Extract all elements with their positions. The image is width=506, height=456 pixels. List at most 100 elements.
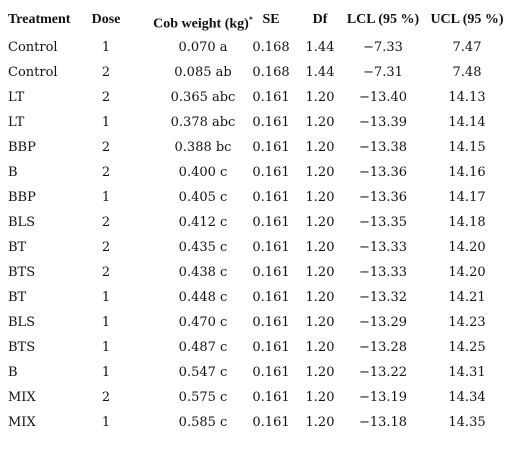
table-cell: 1.20 — [305, 265, 335, 280]
table-cell: 0.161 — [252, 90, 290, 105]
table-cell: 2 — [101, 140, 111, 155]
table-cell: 1 — [101, 115, 111, 130]
table-cell: 0.400 c — [178, 165, 228, 180]
table-cell: BT — [8, 240, 27, 255]
table-cell: 14.14 — [448, 115, 486, 130]
table-cell: 14.20 — [448, 265, 486, 280]
table-cell: 0.412 c — [178, 215, 228, 230]
table-cell: BTS — [8, 340, 36, 355]
table-cell: −13.36 — [358, 190, 408, 205]
table-cell: MIX — [8, 415, 36, 430]
table-cell: 0.575 c — [178, 390, 228, 405]
header-cell: LCL (95 %) — [346, 12, 420, 27]
table-cell: 0.161 — [252, 265, 290, 280]
table-cell: 0.161 — [252, 290, 290, 305]
table-cell: BBP — [8, 140, 36, 155]
table-cell: MIX — [8, 390, 36, 405]
table-cell: 2 — [101, 90, 111, 105]
table-cell: 14.13 — [448, 90, 486, 105]
table-cell: 0.161 — [252, 415, 290, 430]
table-cell: 2 — [101, 215, 111, 230]
table-cell: 0.487 c — [178, 340, 228, 355]
table-cell: 14.16 — [448, 165, 486, 180]
table-cell: LT — [8, 115, 25, 130]
header-cell: Df — [312, 12, 328, 27]
table-cell: −13.18 — [358, 415, 408, 430]
table-cell: 2 — [101, 265, 111, 280]
table-cell: 0.085 ab — [174, 65, 232, 80]
header-cell: SE — [262, 12, 280, 27]
table-cell: 1.20 — [305, 165, 335, 180]
table-cell: 1 — [101, 340, 111, 355]
table-cell: −13.38 — [358, 140, 408, 155]
table-cell: 2 — [101, 65, 111, 80]
table-cell: 14.31 — [448, 365, 486, 380]
header-cell: Cob weight (kg)* — [153, 15, 253, 32]
table-cell: B — [8, 165, 18, 180]
table-cell: 7.48 — [452, 65, 482, 80]
table-cell: 0.161 — [252, 190, 290, 205]
table-cell: 1 — [101, 190, 111, 205]
table-cell: BTS — [8, 265, 36, 280]
table-cell: 1.20 — [305, 140, 335, 155]
table-cell: 1.44 — [305, 65, 335, 80]
table-cell: −13.36 — [358, 165, 408, 180]
table-cell: 0.585 c — [178, 415, 228, 430]
header-cell: UCL (95 %) — [430, 12, 504, 27]
table-cell: 1.20 — [305, 90, 335, 105]
table-cell: B — [8, 365, 18, 380]
table-cell: 14.20 — [448, 240, 486, 255]
table-cell: BBP — [8, 190, 36, 205]
table-cell: 2 — [101, 165, 111, 180]
table-cell: 0.365 abc — [170, 90, 236, 105]
table-cell: 0.161 — [252, 390, 290, 405]
table-cell: 2 — [101, 390, 111, 405]
table-cell: 1 — [101, 365, 111, 380]
table-cell: 0.168 — [252, 40, 290, 55]
table-cell: LT — [8, 90, 25, 105]
table-cell: Control — [8, 40, 58, 55]
table-cell: 1.20 — [305, 315, 335, 330]
table-cell: 14.25 — [448, 340, 486, 355]
table-cell: −13.29 — [358, 315, 408, 330]
header-cell: Treatment — [8, 12, 71, 27]
table-cell: 1 — [101, 415, 111, 430]
table-cell: 0.448 c — [178, 290, 228, 305]
table-cell: 14.18 — [448, 215, 486, 230]
table-cell: 0.161 — [252, 340, 290, 355]
table-cell: 14.34 — [448, 390, 486, 405]
table-cell: Control — [8, 65, 58, 80]
table-cell: 1.20 — [305, 365, 335, 380]
table-cell: 1 — [101, 40, 111, 55]
table-cell: 1.20 — [305, 115, 335, 130]
table-cell: BLS — [8, 215, 36, 230]
table-cell: BT — [8, 290, 27, 305]
table-cell: −13.32 — [358, 290, 408, 305]
table-cell: −13.28 — [358, 340, 408, 355]
table-cell: 1.20 — [305, 290, 335, 305]
table-cell: −7.33 — [363, 40, 403, 55]
table-cell: 0.435 c — [178, 240, 228, 255]
table-cell: −13.35 — [358, 215, 408, 230]
table-cell: 0.161 — [252, 165, 290, 180]
table-cell: 0.388 bc — [174, 140, 232, 155]
table-cell: 0.168 — [252, 65, 290, 80]
table-cell: −13.19 — [358, 390, 408, 405]
table-cell: 1.20 — [305, 415, 335, 430]
table-cell: 14.15 — [448, 140, 486, 155]
table-cell: 14.21 — [448, 290, 486, 305]
table-cell: BLS — [8, 315, 36, 330]
table-cell: 0.161 — [252, 140, 290, 155]
table-cell: 1 — [101, 290, 111, 305]
table-cell: 0.161 — [252, 240, 290, 255]
table-cell: 1.20 — [305, 215, 335, 230]
table-cell: 0.470 c — [178, 315, 228, 330]
table-cell: 0.547 c — [178, 365, 228, 380]
table-cell: 0.161 — [252, 115, 290, 130]
table-cell: 1.20 — [305, 240, 335, 255]
table-cell: 14.23 — [448, 315, 486, 330]
table-cell: −7.31 — [363, 65, 403, 80]
table-cell: 2 — [101, 240, 111, 255]
table-cell: 0.378 abc — [170, 115, 236, 130]
